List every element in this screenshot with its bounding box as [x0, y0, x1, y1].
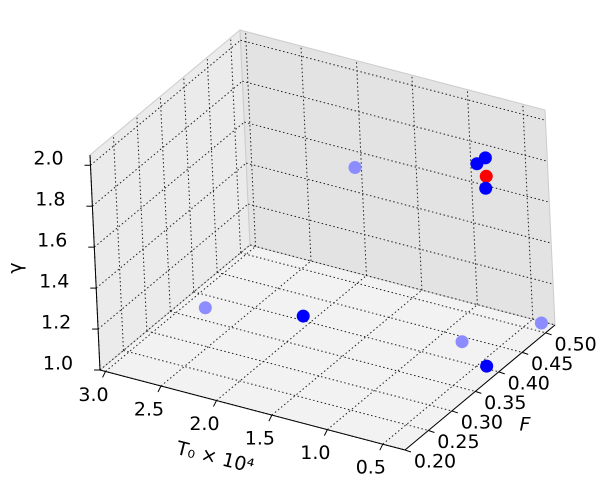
x-tick-label: 0.5	[356, 457, 386, 479]
x-tick	[268, 414, 273, 422]
point	[198, 301, 212, 315]
z-tick-label: 1.6	[37, 230, 67, 252]
point	[479, 181, 493, 195]
grid-line	[247, 203, 554, 285]
grid-line	[242, 80, 548, 162]
z-tick-label: 1.0	[43, 353, 73, 375]
x-tick-label: 2.5	[134, 399, 164, 421]
grid-line	[193, 291, 499, 373]
x-tick	[323, 429, 328, 436]
y-tick	[404, 449, 412, 453]
point	[470, 157, 484, 171]
point	[455, 335, 469, 349]
y-tick-label: 0.50	[554, 333, 596, 355]
y-tick-label: 0.40	[508, 372, 550, 394]
y-tick	[451, 410, 459, 414]
grid-line	[97, 203, 249, 330]
y-tick-label: 0.25	[437, 431, 479, 453]
y-tick-label: 0.45	[531, 353, 573, 375]
grid-line	[249, 244, 556, 326]
back-pane	[239, 29, 556, 326]
z-tick-label: 1.4	[39, 271, 69, 293]
grid-line	[92, 80, 243, 207]
z-tick-label: 1.2	[41, 312, 71, 334]
grid-line	[240, 39, 546, 121]
axis-line	[99, 369, 406, 451]
grid-line	[217, 271, 523, 353]
point	[534, 316, 548, 330]
grid-line	[327, 304, 478, 431]
x-tick-label: 2.0	[189, 413, 219, 435]
y-tick-label: 0.30	[461, 411, 503, 433]
grid-line	[271, 289, 423, 416]
point	[348, 161, 362, 175]
z-axis-label: γ	[5, 262, 27, 273]
y-tick-label: 0.20	[414, 451, 456, 473]
x-tick	[213, 400, 217, 407]
point	[480, 359, 494, 373]
z-tick-label: 2.0	[33, 148, 63, 170]
grid-line	[216, 275, 367, 401]
point	[479, 169, 493, 183]
point	[296, 309, 310, 323]
y-tick	[475, 390, 482, 394]
grid-line	[123, 349, 429, 431]
y-tick	[498, 371, 505, 375]
grid-line	[95, 162, 247, 289]
y-tick	[522, 351, 529, 355]
grid-line	[244, 121, 550, 203]
y-axis-label: F	[520, 414, 532, 436]
z-tick-label: 1.8	[35, 189, 65, 211]
axis-line	[89, 154, 101, 371]
axis-line	[404, 324, 556, 451]
x-tick-label: 1.5	[245, 428, 275, 450]
x-tick-label: 1.0	[300, 442, 330, 464]
grid-line	[90, 39, 241, 166]
grid-line	[170, 310, 476, 392]
grid-line	[382, 318, 534, 445]
y-tick-label: 0.35	[484, 392, 526, 414]
x-tick	[157, 385, 162, 393]
grid-line	[105, 246, 256, 372]
grid-line	[99, 244, 251, 371]
grid-line	[93, 121, 245, 248]
x-tick-label: 3.0	[78, 384, 108, 406]
y-tick	[428, 429, 435, 433]
x-tick	[379, 443, 384, 451]
grid-line	[240, 252, 546, 334]
grid-line	[146, 330, 453, 412]
y-tick	[545, 332, 552, 336]
grid-line	[246, 162, 552, 244]
grid-line	[160, 260, 312, 387]
x-tick	[102, 371, 106, 378]
